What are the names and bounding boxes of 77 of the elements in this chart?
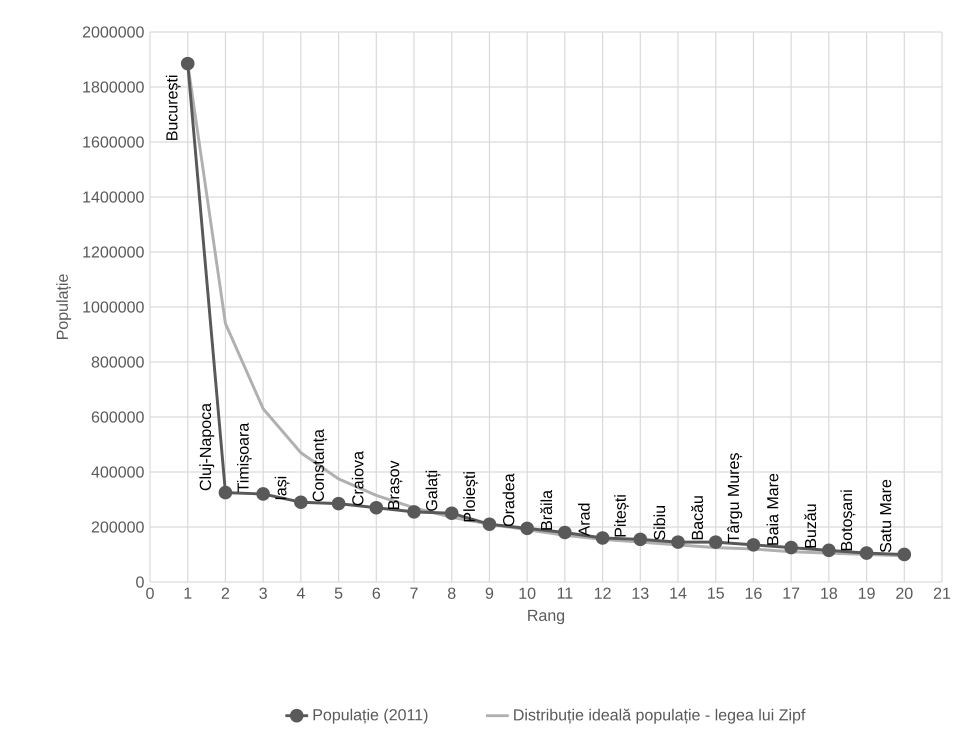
y-tick-label: 600000: [92, 411, 144, 423]
x-tick-label: 20: [896, 588, 913, 599]
point: [256, 487, 270, 501]
annotation: Satu Mare: [880, 480, 892, 552]
point: [860, 546, 874, 560]
annotation: Pitești: [614, 495, 630, 536]
annotation: Ploiești: [463, 472, 478, 522]
y-tick-label: 1400000: [83, 191, 144, 203]
point: [180, 56, 195, 70]
x-tick-label: 0: [146, 588, 154, 599]
annotation: Baia Mare: [766, 474, 778, 545]
y-tick-label: 400000: [91, 466, 144, 478]
annotation: Botoșani: [840, 490, 856, 550]
x-tick-label: 10: [519, 588, 536, 599]
x-tick-label: 1: [184, 588, 192, 599]
x-tick-label: 8: [448, 588, 456, 599]
point: [482, 517, 496, 532]
annotation: Timișoara: [237, 422, 252, 492]
y-tick-label: 1000000: [83, 301, 144, 313]
x-tick-label: 16: [746, 588, 762, 599]
annotation: Târgu Mureș: [727, 453, 742, 543]
x-tick-label: 3: [259, 588, 267, 599]
point: [444, 506, 459, 520]
annotation: Constanța: [312, 429, 328, 502]
y-axis-title: Populație: [56, 274, 72, 340]
annotation: Sibiu: [653, 506, 666, 540]
x-tick-label: 12: [594, 588, 611, 599]
x-tick-label: 15: [708, 588, 724, 599]
point: [746, 538, 760, 552]
point: [407, 505, 421, 519]
y-tick-label: 1600000: [83, 136, 144, 148]
annotation: Cluj-Napoca: [199, 403, 214, 490]
point: [633, 532, 648, 546]
annotation: Galați: [426, 470, 441, 511]
legend-label: Distribuție ideală populație - legea lui Zipf: [514, 708, 806, 724]
y-tick-label: 0: [136, 576, 144, 588]
x-tick-label: 9: [486, 588, 494, 599]
annotation: Iași: [274, 476, 290, 500]
y-tick-label: 800000: [92, 356, 144, 368]
y-tick-label: 1200000: [83, 246, 144, 258]
x-tick-label: 2: [222, 588, 230, 599]
point: [520, 522, 534, 536]
point: [558, 526, 572, 540]
y-tick-label: 2000000: [82, 26, 144, 38]
y-tick-label: 1800000: [83, 81, 144, 93]
x-tick-label: 14: [670, 588, 686, 599]
point: [671, 535, 685, 549]
point: [897, 548, 912, 562]
x-tick-label: 13: [632, 588, 648, 599]
point: [708, 535, 723, 549]
x-tick-label: 5: [334, 588, 342, 599]
point: [294, 495, 308, 510]
annotation: Arad: [578, 504, 590, 536]
annotation: Brăila: [540, 490, 552, 530]
annotation: Craiova: [352, 451, 364, 506]
x-tick-label: 4: [296, 588, 305, 599]
point: [332, 496, 346, 510]
point: [218, 486, 232, 500]
legend-label: Populație (2011): [314, 708, 428, 724]
x-tick-label: 17: [783, 588, 800, 599]
annotation: Buzău: [804, 504, 816, 548]
annotation: Bacău: [691, 496, 704, 540]
annotation: Brașov: [388, 460, 403, 509]
x-axis-title: Rang: [528, 610, 564, 624]
y-tick-label: 200000: [92, 521, 144, 533]
point: [784, 540, 798, 554]
x-tick-label: 21: [934, 588, 950, 599]
point: [369, 500, 384, 515]
annotation: Oradea: [502, 473, 514, 526]
x-tick-label: 11: [558, 588, 572, 599]
x-tick-label: 19: [858, 588, 875, 599]
x-tick-label: 6: [372, 588, 380, 599]
point: [596, 531, 610, 545]
x-tick-label: 7: [410, 588, 418, 599]
x-tick-label: 18: [821, 588, 838, 599]
annotation: București: [166, 76, 181, 140]
point: [822, 544, 836, 558]
